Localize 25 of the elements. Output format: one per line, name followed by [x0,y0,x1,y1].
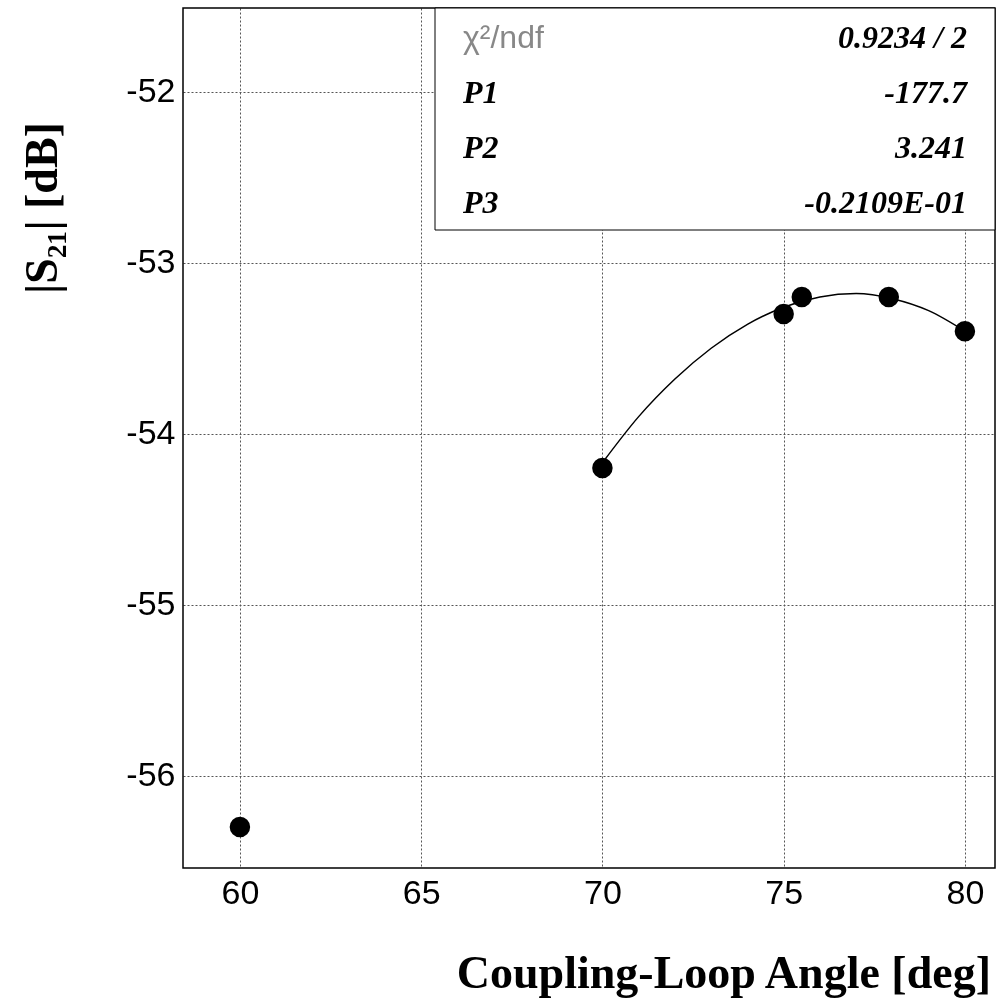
point [791,286,813,308]
point [592,457,613,479]
annotation: P1 [462,73,499,110]
x-tick-label: 80 [946,872,985,911]
y-tick-label: -55 [126,584,176,623]
annotation: -177.7 [884,73,969,110]
point [229,816,251,838]
y-tick-label: -54 [126,413,176,452]
x-tick-label: 65 [402,872,441,911]
y-tick-label: -52 [126,71,176,110]
y-tick-label: -53 [126,242,176,281]
x-axis-title: Coupling-Loop Angle [deg] [456,947,991,998]
point [954,320,976,342]
annotation: 0.9234 / 2 [838,18,967,55]
annotation: P3 [462,183,499,220]
x-tick-label: 75 [765,872,804,911]
annotation: P2 [462,128,499,165]
y-axis-title: |S₂₁| [dB] [16,122,67,294]
y-tick-label: -56 [126,755,176,794]
annotation: χ²/ndf [463,18,544,55]
annotation: 3.241 [894,128,967,165]
x-tick-label: 60 [221,872,260,911]
annotation: -0.2109E-01 [804,183,967,220]
x-tick-label: 70 [584,872,622,911]
point [773,303,794,325]
